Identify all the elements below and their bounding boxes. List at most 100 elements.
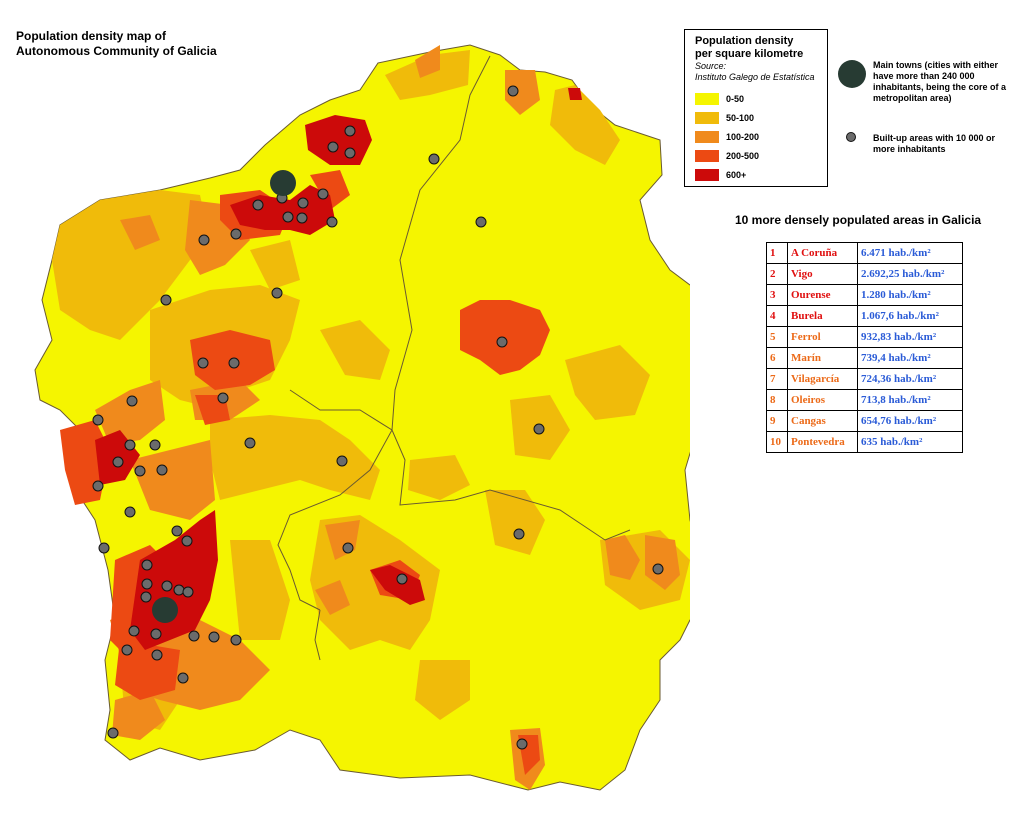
built-up-area-marker [230, 634, 242, 646]
built-up-area-marker [141, 559, 153, 571]
built-up-area-marker [160, 294, 172, 306]
ranking-name: Vigo [787, 263, 858, 285]
ranking-name: Marín [787, 347, 858, 369]
legend-source: Instituto Galego de Estatística [695, 72, 815, 82]
built-up-area-marker [126, 395, 138, 407]
ranking-row: 5 Ferrol 932,83 hab./km² [766, 326, 963, 348]
built-up-area-marker [107, 727, 119, 739]
ranking-value: 739,4 hab./km² [857, 347, 963, 369]
ranking-value: 654,76 hab./km² [857, 410, 963, 432]
built-up-area-marker [181, 535, 193, 547]
built-up-area-marker [124, 439, 136, 451]
ranking-name: A Coruña [787, 242, 858, 264]
legend-label: 0-50 [726, 93, 745, 104]
ranking-name: Vilagarcía [787, 368, 858, 390]
built-up-area-marker [128, 625, 140, 637]
built-up-area-marker [112, 456, 124, 468]
ranking-rank: 1 [766, 242, 788, 264]
ranking-row: 9 Cangas 654,76 hab./km² [766, 410, 963, 432]
built-up-area-marker [496, 336, 508, 348]
built-up-area-marker [428, 153, 440, 165]
built-up-legend-text: Built-up areas with 10 000 or more inhab… [873, 133, 996, 154]
built-up-area-marker [516, 738, 528, 750]
ranking-rank: 3 [766, 284, 788, 306]
built-up-area-marker [252, 199, 264, 211]
built-up-area-marker [507, 85, 519, 97]
built-up-area-marker [475, 216, 487, 228]
built-up-area-marker [652, 563, 664, 575]
ranking-name: Ferrol [787, 326, 858, 348]
legend-swatch [695, 111, 719, 124]
ranking-row: 4 Burela 1.067,6 hab./km² [766, 305, 963, 327]
legend-swatch [695, 130, 719, 143]
ranking-value: 713,8 hab./km² [857, 389, 963, 411]
ranking-row: 2 Vigo 2.692,25 hab./km² [766, 263, 963, 285]
built-up-area-marker [296, 212, 308, 224]
built-up-area-marker [282, 211, 294, 223]
ranking-title: 10 more densely populated areas in Galic… [735, 213, 982, 227]
built-up-area-marker [188, 630, 200, 642]
ranking-name: Pontevedra [787, 431, 858, 453]
map-title: Population density map of Autonomous Com… [16, 29, 217, 59]
built-up-area-marker [533, 423, 545, 435]
ranking-rank: 6 [766, 347, 788, 369]
main-town-a-coruna [270, 170, 296, 196]
main-town-legend-text: Main towns (cities with either have more… [873, 60, 1007, 103]
main-town-vigo [152, 597, 178, 623]
legend-swatch [695, 149, 719, 162]
ranking-row: 3 Ourense 1.280 hab./km² [766, 284, 963, 306]
main-town-symbol [838, 60, 866, 88]
built-up-area-marker [134, 465, 146, 477]
built-up-area-marker [271, 287, 283, 299]
built-up-area-marker [121, 644, 133, 656]
ranking-row: 7 Vilagarcía 724,36 hab./km² [766, 368, 963, 390]
ranking-name: Oleiros [787, 389, 858, 411]
density-legend: Population density per square kilometre … [684, 29, 828, 187]
built-up-area-marker [396, 573, 408, 585]
ranking-row: 8 Oleiros 713,8 hab./km² [766, 389, 963, 411]
built-up-area-marker [217, 392, 229, 404]
ranking-name: Cangas [787, 410, 858, 432]
built-up-markers [92, 85, 664, 750]
built-up-area-marker [182, 586, 194, 598]
built-up-area-marker [141, 578, 153, 590]
legend-source-label: Source: [695, 61, 727, 71]
built-up-area-marker [198, 234, 210, 246]
ranking-value: 724,36 hab./km² [857, 368, 963, 390]
legend-label: 200-500 [726, 150, 760, 161]
built-up-area-marker [228, 357, 240, 369]
built-up-area-marker [173, 584, 185, 596]
legend-label: 50-100 [726, 112, 755, 123]
legend-label: 600+ [726, 169, 747, 180]
ranking-rank: 9 [766, 410, 788, 432]
map-title-line2: Autonomous Community of Galicia [16, 44, 217, 58]
ranking-rank: 10 [766, 431, 788, 453]
built-up-area-marker [177, 672, 189, 684]
ranking-value: 635 hab./km² [857, 431, 963, 453]
ranking-value: 6.471 hab./km² [857, 242, 963, 264]
built-up-area-marker [171, 525, 183, 537]
built-up-area-marker [140, 591, 152, 603]
built-up-area-marker [156, 464, 168, 476]
built-up-symbol [846, 132, 856, 142]
built-up-area-marker [317, 188, 329, 200]
built-up-area-marker [297, 197, 309, 209]
legend-row-600-plus: 600+ [695, 165, 821, 184]
built-up-area-marker [151, 649, 163, 661]
built-up-area-marker [149, 439, 161, 451]
map-title-line1: Population density map of [16, 29, 167, 43]
province-borders [277, 55, 631, 661]
built-up-area-marker [344, 147, 356, 159]
ranking-value: 932,83 hab./km² [857, 326, 963, 348]
legend-title-line1: Population density [695, 35, 794, 47]
legend-title-line2: per square kilometre [695, 48, 804, 60]
legend-swatch [695, 168, 719, 181]
built-up-area-marker [513, 528, 525, 540]
built-up-area-marker [150, 628, 162, 640]
built-up-area-marker [327, 141, 339, 153]
legend-row-0-50: 0-50 [695, 89, 821, 108]
ranking-value: 2.692,25 hab./km² [857, 263, 963, 285]
legend-swatch [695, 92, 719, 105]
